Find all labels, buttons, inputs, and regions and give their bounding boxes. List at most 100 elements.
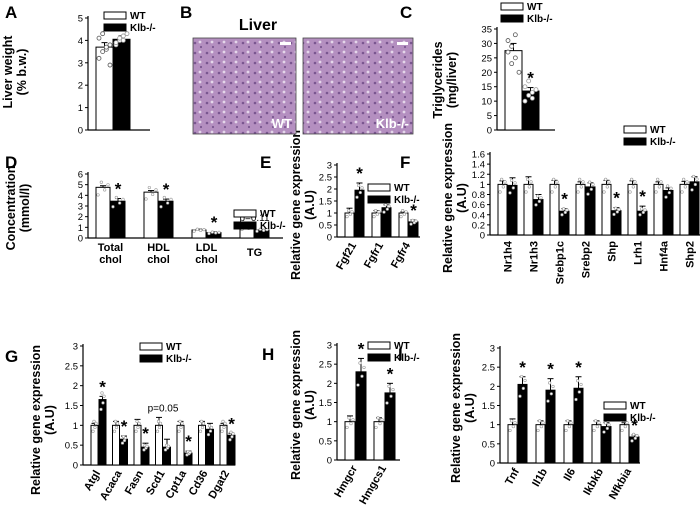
- data-point: [199, 419, 204, 423]
- data-point: [574, 397, 578, 402]
- y-tick-label: 3: [327, 161, 332, 172]
- data-point: [192, 229, 196, 233]
- data-point: [640, 207, 644, 211]
- data-point: [564, 428, 568, 433]
- legend-swatch-wt: [367, 341, 391, 350]
- data-point: [94, 421, 98, 425]
- data-point: [100, 49, 106, 54]
- legend-label: Klb-/-: [650, 137, 676, 148]
- data-point: [230, 435, 234, 439]
- significance-star: *: [410, 201, 417, 220]
- data-point: [511, 424, 515, 429]
- data-point: [539, 424, 543, 429]
- panel-label-d: D: [5, 153, 17, 172]
- data-point: [345, 215, 349, 219]
- data-point: [657, 185, 661, 189]
- legend-label: WT: [394, 183, 410, 194]
- data-point: [96, 193, 100, 197]
- data-point: [591, 182, 595, 187]
- data-point: [355, 195, 359, 199]
- x-tick-label: Nr1h4: [503, 240, 515, 272]
- data-point: [553, 185, 557, 189]
- data-point: [115, 421, 120, 425]
- x-tick-label-text: Atgl: [82, 469, 103, 494]
- data-point: [222, 425, 226, 429]
- y-tick-label: 0: [480, 231, 485, 242]
- y-tick-label: 3: [73, 342, 78, 353]
- data-point: [612, 212, 616, 216]
- x-tick-label-text: Nr1h4: [503, 240, 515, 272]
- data-point: [563, 210, 567, 214]
- y-tick-label: 3: [78, 58, 83, 69]
- data-point: [391, 387, 395, 392]
- y-tick-label: 1.5: [319, 197, 332, 208]
- data-point: [510, 178, 514, 183]
- data-point: [91, 429, 95, 433]
- data-point: [548, 381, 552, 385]
- data-point: [151, 192, 155, 197]
- data-point: [385, 401, 389, 405]
- x-tick-label-text: Dgat2: [206, 469, 232, 501]
- x-tick-label: Il6: [562, 467, 579, 484]
- data-point: [101, 401, 105, 405]
- y-tick-label: 3: [490, 344, 495, 355]
- data-point: [210, 230, 214, 234]
- y-tick-label: 0.5: [482, 439, 495, 450]
- significance-star: *: [358, 339, 365, 358]
- data-point: [255, 229, 259, 233]
- data-point: [382, 210, 386, 214]
- x-tick-label-line1: HDL: [147, 242, 170, 254]
- data-point: [348, 212, 352, 216]
- data-point: [605, 185, 609, 189]
- data-point: [628, 190, 632, 194]
- data-point: [112, 429, 117, 433]
- data-point: [604, 421, 608, 425]
- data-point: [529, 95, 535, 101]
- data-point: [633, 180, 637, 184]
- y-tick-label: 4: [78, 36, 83, 47]
- data-point: [177, 429, 181, 433]
- data-point: [208, 429, 213, 433]
- data-point: [656, 177, 660, 181]
- y-tick-label: 1.4: [472, 160, 485, 171]
- x-tick-label-text: Il1b: [530, 466, 550, 489]
- data-point: [114, 425, 119, 429]
- data-point: [372, 215, 376, 219]
- y-axis-label: Concentration (mmol/l): [4, 166, 32, 251]
- y-tick-label: 0: [73, 461, 78, 472]
- y-axis-label: Relative gene expression (A.U): [289, 130, 317, 280]
- x-tick-label-text: Fgfr1: [362, 241, 386, 271]
- legend-label: WT: [166, 342, 182, 353]
- y-tick-label: 1.5: [65, 401, 78, 412]
- y-tick-label: 2: [78, 81, 83, 92]
- y-tick-label: 0.5: [65, 441, 78, 452]
- chart-panel-g: 0 0.5 1 1.5 2 2.5 3 Relative gene expression (A.…: [29, 342, 236, 503]
- x-tick-label: Nr1h3: [529, 241, 541, 272]
- y-tick-label: 2.5: [65, 361, 78, 372]
- y-tick-label: 5: [487, 111, 492, 122]
- y-tick-label: 1.5: [319, 398, 332, 409]
- data-point: [188, 450, 192, 455]
- data-point: [669, 186, 673, 190]
- data-point: [594, 419, 598, 423]
- data-point: [380, 418, 384, 422]
- y-tick-label: 6: [78, 170, 83, 181]
- data-point: [374, 209, 378, 213]
- y-axis-label-line1: Relative gene expression: [441, 123, 455, 273]
- data-point: [683, 185, 687, 189]
- y-tick-label: 20: [481, 68, 492, 79]
- legend-swatch-ko: [367, 195, 391, 204]
- data-point: [378, 421, 382, 426]
- data-point: [631, 185, 635, 189]
- data-point: [579, 185, 583, 189]
- y-tick-label: 15: [481, 82, 492, 93]
- significance-star: *: [575, 358, 582, 377]
- y-tick-label: 2.5: [482, 363, 495, 374]
- legend-swatch-wt: [103, 11, 127, 20]
- data-point: [347, 416, 351, 420]
- data-point: [362, 365, 366, 370]
- data-point: [414, 219, 418, 223]
- data-point: [615, 210, 619, 214]
- data-point: [113, 419, 118, 423]
